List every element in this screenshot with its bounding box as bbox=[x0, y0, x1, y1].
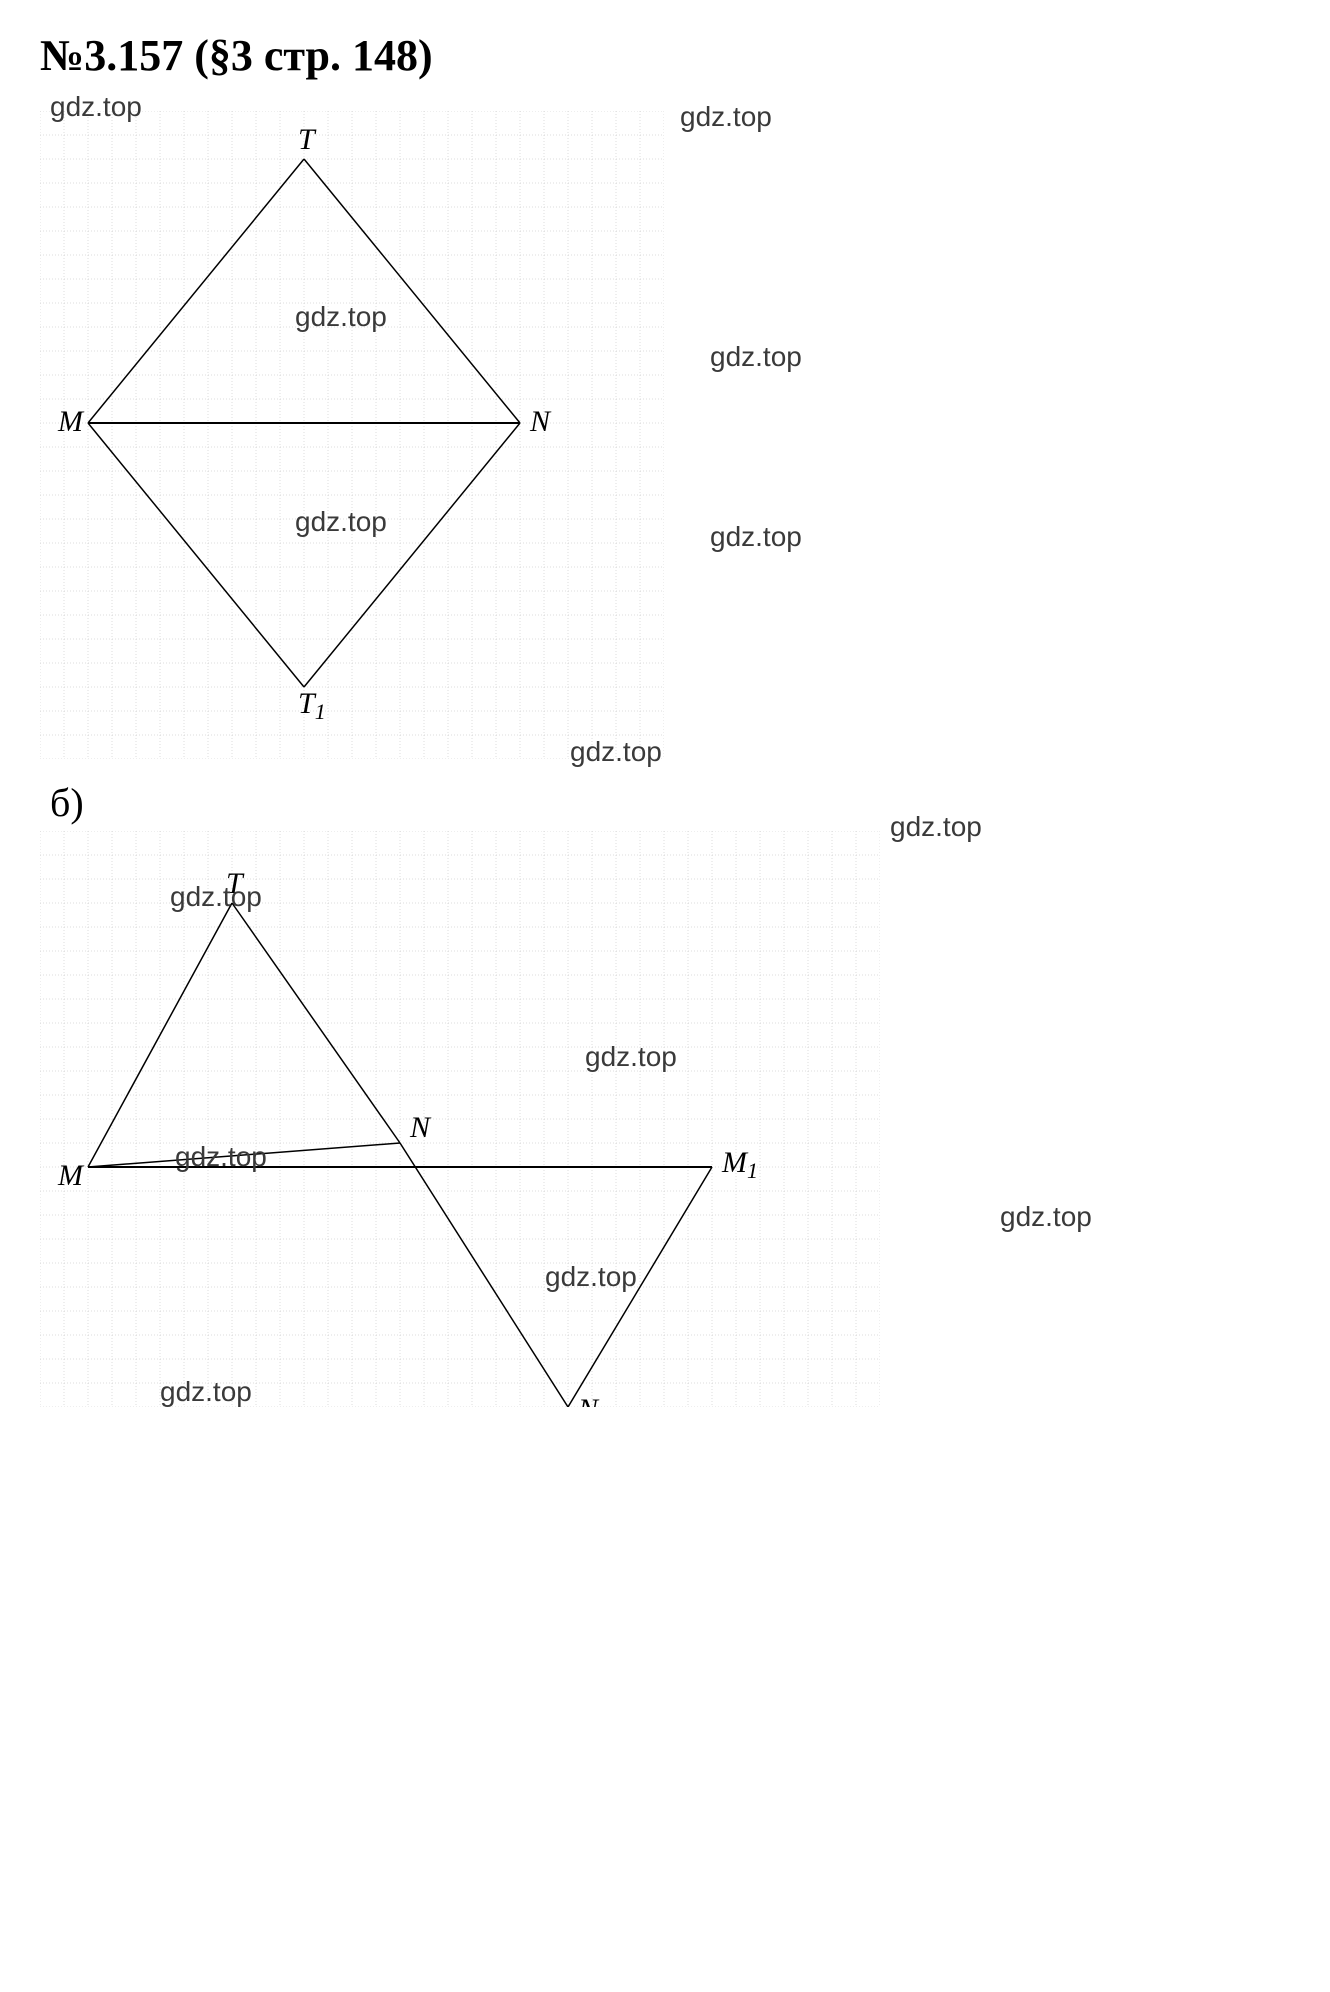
vertex-label-N1: N1 bbox=[577, 1393, 609, 1407]
edge-M-N bbox=[88, 1143, 400, 1167]
grid bbox=[40, 111, 664, 759]
page-title: №3.157 (§3 стр. 148) bbox=[40, 30, 1290, 81]
edge-T-N bbox=[232, 903, 400, 1143]
watermark: gdz.top bbox=[1000, 1201, 1092, 1233]
edge-T-N bbox=[304, 159, 520, 423]
vertex-labels: M T N M1 N1 bbox=[57, 867, 758, 1407]
vertex-label-M: M bbox=[57, 405, 85, 438]
watermark: gdz.top bbox=[680, 101, 772, 133]
watermark: gdz.top bbox=[710, 341, 802, 373]
figure-a-svg: M N T T1 bbox=[40, 111, 664, 759]
grid bbox=[40, 831, 880, 1407]
vertex-label-T: T bbox=[298, 123, 317, 156]
vertex-label-T1: T1 bbox=[298, 687, 326, 724]
vertex-label-T: T bbox=[226, 867, 245, 900]
vertex-label-N: N bbox=[529, 405, 552, 438]
watermark: gdz.top bbox=[710, 521, 802, 553]
edge-N-N1 bbox=[400, 1143, 568, 1407]
figure-b-svg: M T N M1 N1 bbox=[40, 831, 880, 1407]
vertex-label-M: M bbox=[57, 1159, 85, 1192]
figure-a-container: MNTT1 gdz.topgdz.topgdz.topgdz.topgdz.to… bbox=[40, 111, 1290, 759]
vertex-label-M1: M1 bbox=[721, 1146, 758, 1183]
edge-M-T bbox=[88, 159, 304, 423]
figure-b-container: MTNM1N1 gdz.topgdz.topgdz.topgdz.topgdz.… bbox=[40, 831, 1290, 1407]
vertex-label-N: N bbox=[409, 1111, 432, 1144]
edges bbox=[88, 159, 520, 687]
edge-T1-N bbox=[304, 423, 520, 687]
edge-M-T1 bbox=[88, 423, 304, 687]
subtitle-b: б) bbox=[50, 779, 1290, 826]
